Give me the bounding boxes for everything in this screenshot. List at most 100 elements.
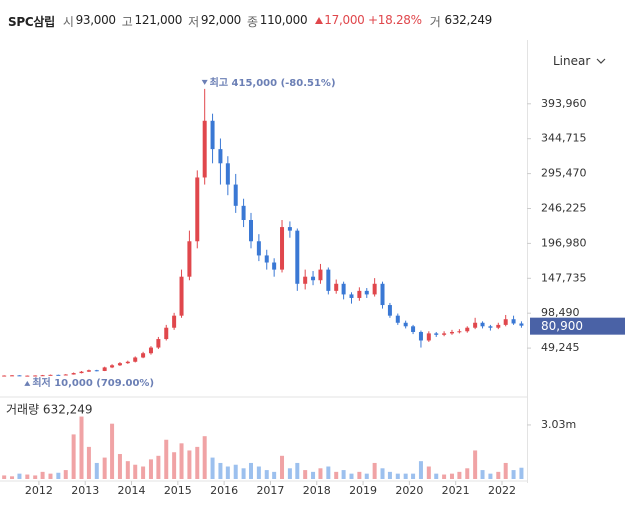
candle-body xyxy=(303,276,308,284)
candle-body xyxy=(86,370,91,372)
volume-bar xyxy=(156,455,161,479)
candle-body xyxy=(264,255,269,263)
volume-bar xyxy=(125,461,130,479)
change-pct: +18.28% xyxy=(368,13,422,27)
y-tick-label: 147,735 xyxy=(541,271,587,284)
volume-bar xyxy=(418,461,423,479)
stock-name: SPC삼립 xyxy=(8,15,55,29)
volume-bar xyxy=(326,466,331,479)
volume-bar xyxy=(210,457,215,479)
volume-bar xyxy=(117,454,122,479)
x-tick-label: 2015 xyxy=(164,484,192,497)
volume-bar xyxy=(225,466,230,479)
volume-bar xyxy=(272,471,277,479)
x-tick-label: 2016 xyxy=(210,484,238,497)
candle-body xyxy=(117,363,122,366)
volume-bar xyxy=(187,450,192,479)
candle-body xyxy=(125,361,130,364)
volume-bar xyxy=(311,471,316,479)
quote-value: 93,000 xyxy=(75,13,117,27)
volume-bar xyxy=(172,452,177,479)
candle-body xyxy=(488,326,493,328)
candle-body xyxy=(295,230,300,284)
volume-bar xyxy=(63,470,68,479)
volume-bar xyxy=(334,471,339,479)
volume-bar xyxy=(341,470,346,479)
candle-body xyxy=(218,149,223,164)
scale-mode[interactable]: Linear xyxy=(553,54,591,68)
candle-body xyxy=(33,375,38,377)
candle-body xyxy=(56,374,61,376)
volume-bar xyxy=(357,471,362,479)
volume-bar xyxy=(141,466,146,479)
candle-body xyxy=(133,357,138,362)
candle-body xyxy=(156,339,161,348)
candle-body xyxy=(63,374,68,376)
candle-body xyxy=(102,367,107,371)
candle-body xyxy=(248,219,253,242)
volume-bar xyxy=(511,470,516,479)
volume-bar xyxy=(79,416,84,479)
volume-bar xyxy=(25,474,30,479)
candle-body xyxy=(311,276,316,281)
volume-bar xyxy=(33,475,38,479)
candle-body xyxy=(480,322,485,327)
candle-body xyxy=(280,227,285,270)
up-icon xyxy=(315,16,324,24)
candle-body xyxy=(457,331,462,333)
volume-bar xyxy=(395,473,400,479)
volume-bar xyxy=(179,443,184,479)
volume-bar xyxy=(40,471,45,479)
candle-body xyxy=(48,374,53,376)
quote-label: 시 xyxy=(62,15,74,29)
scale-dropdown[interactable]: Linear xyxy=(553,54,606,68)
candle-body xyxy=(71,373,76,375)
candle-body xyxy=(318,269,323,281)
change-value: 17,000 xyxy=(324,13,365,27)
volume-bar xyxy=(411,473,416,479)
volume-bar xyxy=(295,462,300,479)
candle-body xyxy=(519,323,524,326)
volume-tick-label: 3.03m xyxy=(541,418,576,431)
volume-bar xyxy=(442,474,447,479)
x-tick-label: 2020 xyxy=(395,484,423,497)
candle-body xyxy=(141,353,146,358)
volume-bar xyxy=(473,450,478,479)
volume-bar xyxy=(488,473,493,479)
quote-value: 92,000 xyxy=(200,13,242,27)
candle-body xyxy=(94,370,99,372)
candle-body xyxy=(202,120,207,178)
x-tick-label: 2013 xyxy=(71,484,99,497)
candle-body xyxy=(442,333,447,335)
x-tick-label: 2017 xyxy=(256,484,284,497)
y-tick-label: 246,225 xyxy=(541,201,587,214)
x-tick-label: 2019 xyxy=(349,484,377,497)
x-tick-label: 2014 xyxy=(118,484,146,497)
candle-body xyxy=(426,333,431,341)
candle-body xyxy=(10,375,15,377)
volume-bar xyxy=(403,473,408,479)
candle-body xyxy=(187,241,192,277)
volume-bar xyxy=(303,470,308,479)
y-tick-label: 393,960 xyxy=(541,97,587,110)
y-tick-label: 196,980 xyxy=(541,236,587,249)
candle-body xyxy=(372,283,377,295)
candle-body xyxy=(164,327,169,340)
candle-body xyxy=(387,305,392,316)
volume-bar xyxy=(17,473,22,479)
volume-bar xyxy=(264,470,269,479)
candle-body xyxy=(395,315,400,323)
quote-label: 고 xyxy=(121,15,133,29)
candle-body xyxy=(418,331,423,341)
candle-body xyxy=(241,205,246,220)
candle-body xyxy=(357,290,362,298)
y-tick-label: 49,245 xyxy=(541,341,580,354)
candle-body xyxy=(225,163,230,185)
candle-body xyxy=(195,177,200,242)
candle-body xyxy=(287,227,292,231)
quote-label: 저 xyxy=(188,15,199,29)
volume-bar xyxy=(202,436,207,479)
quote-items: 시 93,000 고 121,000 저 92,000 종 110,000 xyxy=(59,13,308,30)
x-tick-label: 2022 xyxy=(488,484,516,497)
